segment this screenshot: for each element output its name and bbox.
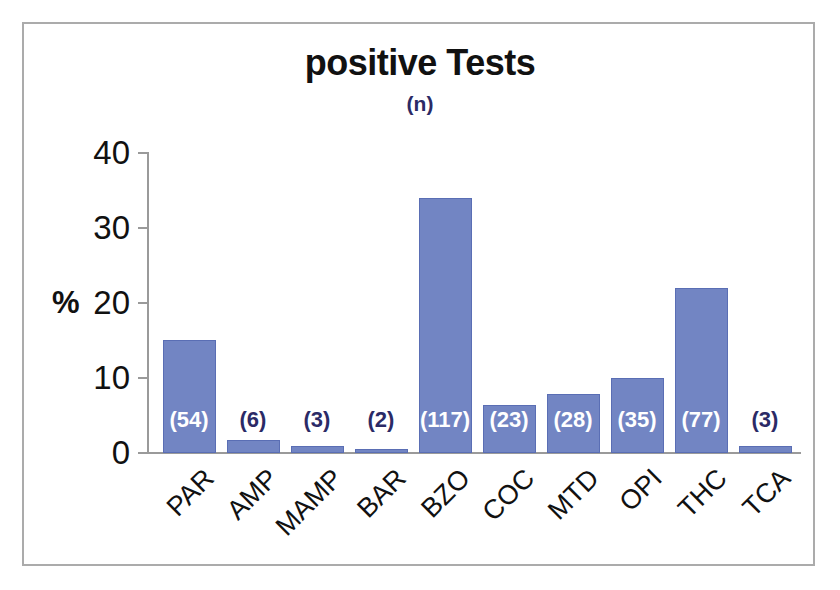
bar [739,446,792,453]
chart-title: positive Tests [0,42,840,84]
y-tick-label: 40 [40,136,130,170]
y-tick [138,302,148,304]
y-tick-label: 0 [40,436,130,470]
y-tick-label: 30 [40,211,130,245]
bar [227,440,280,453]
y-tick-label: 10 [40,361,130,395]
bar-count-label: (3) [723,406,807,434]
bar [163,340,216,453]
y-tick [138,227,148,229]
bar [291,446,344,453]
chart-canvas: positive Tests (n) % 010203040(54)PAR(6)… [0,0,840,590]
y-tick-label: 20 [40,286,130,320]
y-tick [138,377,148,379]
chart-subtitle: (n) [0,92,840,116]
y-tick [138,152,148,154]
y-tick [138,452,148,454]
bar [355,449,408,453]
